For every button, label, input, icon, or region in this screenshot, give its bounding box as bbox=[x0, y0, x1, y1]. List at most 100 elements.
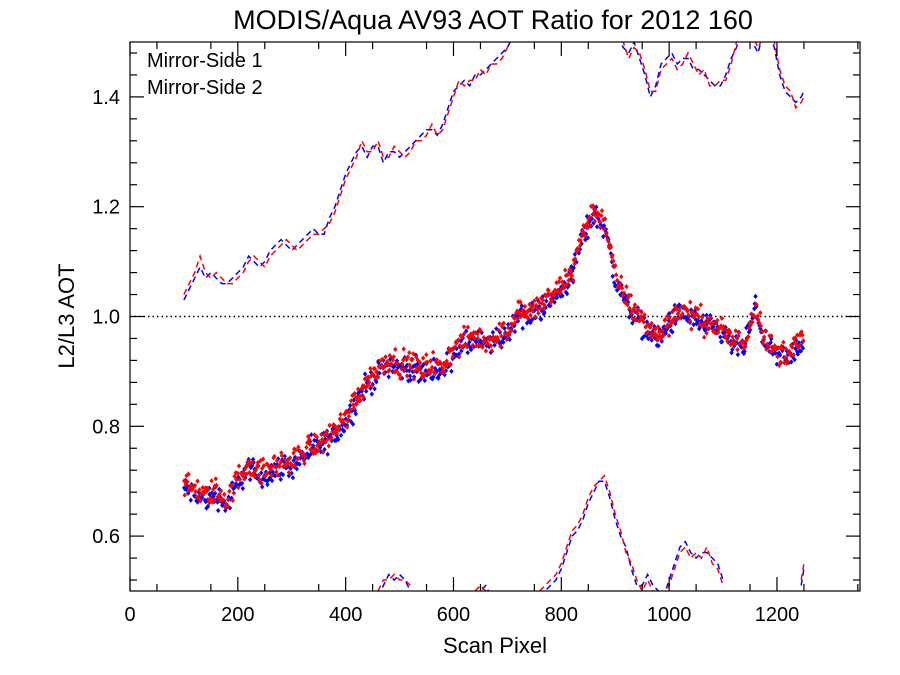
data-point bbox=[206, 487, 211, 493]
data-point bbox=[217, 498, 223, 504]
data-point bbox=[309, 432, 314, 438]
data-point bbox=[661, 333, 666, 339]
data-point bbox=[292, 462, 298, 469]
data-point bbox=[196, 495, 201, 501]
data-point bbox=[311, 443, 316, 449]
data-point bbox=[244, 471, 249, 477]
data-point bbox=[495, 337, 501, 343]
data-point bbox=[188, 497, 193, 503]
data-point bbox=[395, 360, 400, 367]
data-point bbox=[328, 436, 333, 442]
data-point bbox=[679, 304, 684, 310]
data-point bbox=[670, 329, 675, 335]
data-point bbox=[664, 327, 669, 333]
data-point bbox=[734, 333, 739, 339]
data-point bbox=[618, 281, 623, 287]
data-point bbox=[707, 315, 713, 321]
data-point bbox=[561, 285, 567, 291]
data-point bbox=[205, 485, 210, 491]
data-point bbox=[762, 334, 767, 340]
data-point bbox=[357, 393, 363, 399]
data-point bbox=[273, 464, 278, 470]
data-point bbox=[625, 302, 630, 308]
data-point bbox=[800, 345, 806, 351]
data-point bbox=[753, 293, 758, 299]
data-point bbox=[278, 476, 283, 482]
data-point bbox=[524, 313, 529, 319]
data-point bbox=[400, 361, 405, 367]
data-point bbox=[407, 373, 413, 379]
data-point bbox=[591, 220, 596, 226]
data-point bbox=[464, 328, 469, 334]
y-tick-label: 1.4 bbox=[92, 87, 120, 109]
data-point bbox=[337, 427, 342, 433]
data-point bbox=[581, 230, 587, 236]
data-point bbox=[296, 444, 301, 450]
data-point bbox=[735, 347, 740, 353]
data-point bbox=[610, 273, 615, 279]
mirror-side-2-lower-bound-3 bbox=[539, 474, 724, 591]
data-point bbox=[613, 263, 618, 269]
data-point bbox=[426, 367, 431, 373]
data-point bbox=[225, 503, 231, 510]
y-tick-label: 0.6 bbox=[92, 526, 120, 548]
data-point bbox=[739, 340, 744, 347]
data-point bbox=[347, 402, 353, 409]
data-point bbox=[259, 480, 264, 486]
data-point bbox=[297, 461, 302, 467]
data-point bbox=[398, 375, 403, 382]
data-point bbox=[521, 313, 526, 319]
data-point bbox=[239, 480, 245, 486]
data-point bbox=[193, 489, 198, 495]
data-point bbox=[732, 341, 738, 347]
data-point bbox=[282, 456, 287, 462]
data-point bbox=[700, 314, 705, 320]
data-point bbox=[649, 320, 654, 326]
data-point bbox=[278, 459, 283, 465]
data-point bbox=[493, 335, 498, 341]
data-point bbox=[639, 309, 644, 315]
data-point bbox=[272, 461, 277, 467]
data-point bbox=[543, 293, 549, 299]
data-point bbox=[364, 388, 369, 394]
data-point bbox=[560, 279, 565, 285]
data-point bbox=[687, 318, 692, 324]
data-point bbox=[768, 339, 773, 346]
data-point bbox=[389, 356, 394, 362]
data-point bbox=[792, 339, 797, 346]
data-point bbox=[221, 497, 226, 503]
data-point bbox=[576, 247, 581, 253]
data-point bbox=[583, 231, 589, 237]
data-point bbox=[593, 210, 598, 216]
data-point bbox=[615, 277, 620, 283]
data-point bbox=[710, 319, 716, 325]
data-point bbox=[231, 490, 236, 496]
data-point bbox=[418, 366, 423, 372]
data-point bbox=[729, 350, 734, 356]
data-point bbox=[260, 456, 266, 462]
x-tick-label: 1200 bbox=[755, 604, 800, 626]
data-point bbox=[302, 461, 307, 467]
data-point bbox=[433, 370, 438, 377]
data-point bbox=[514, 310, 519, 316]
data-point bbox=[467, 339, 472, 345]
data-point bbox=[746, 322, 751, 328]
data-point bbox=[658, 335, 663, 341]
data-point bbox=[538, 316, 544, 322]
data-point bbox=[572, 251, 578, 257]
data-point bbox=[793, 337, 799, 343]
data-point bbox=[558, 290, 563, 296]
data-point bbox=[247, 477, 253, 483]
data-point bbox=[668, 321, 673, 327]
data-point bbox=[740, 338, 746, 344]
data-point bbox=[468, 331, 474, 337]
data-point bbox=[709, 325, 715, 331]
data-point bbox=[727, 330, 733, 336]
data-point bbox=[768, 349, 773, 355]
data-point bbox=[530, 308, 535, 314]
data-point bbox=[205, 503, 211, 509]
data-point bbox=[744, 325, 749, 331]
data-point bbox=[642, 312, 647, 318]
data-point bbox=[754, 301, 759, 308]
data-point bbox=[529, 317, 535, 323]
